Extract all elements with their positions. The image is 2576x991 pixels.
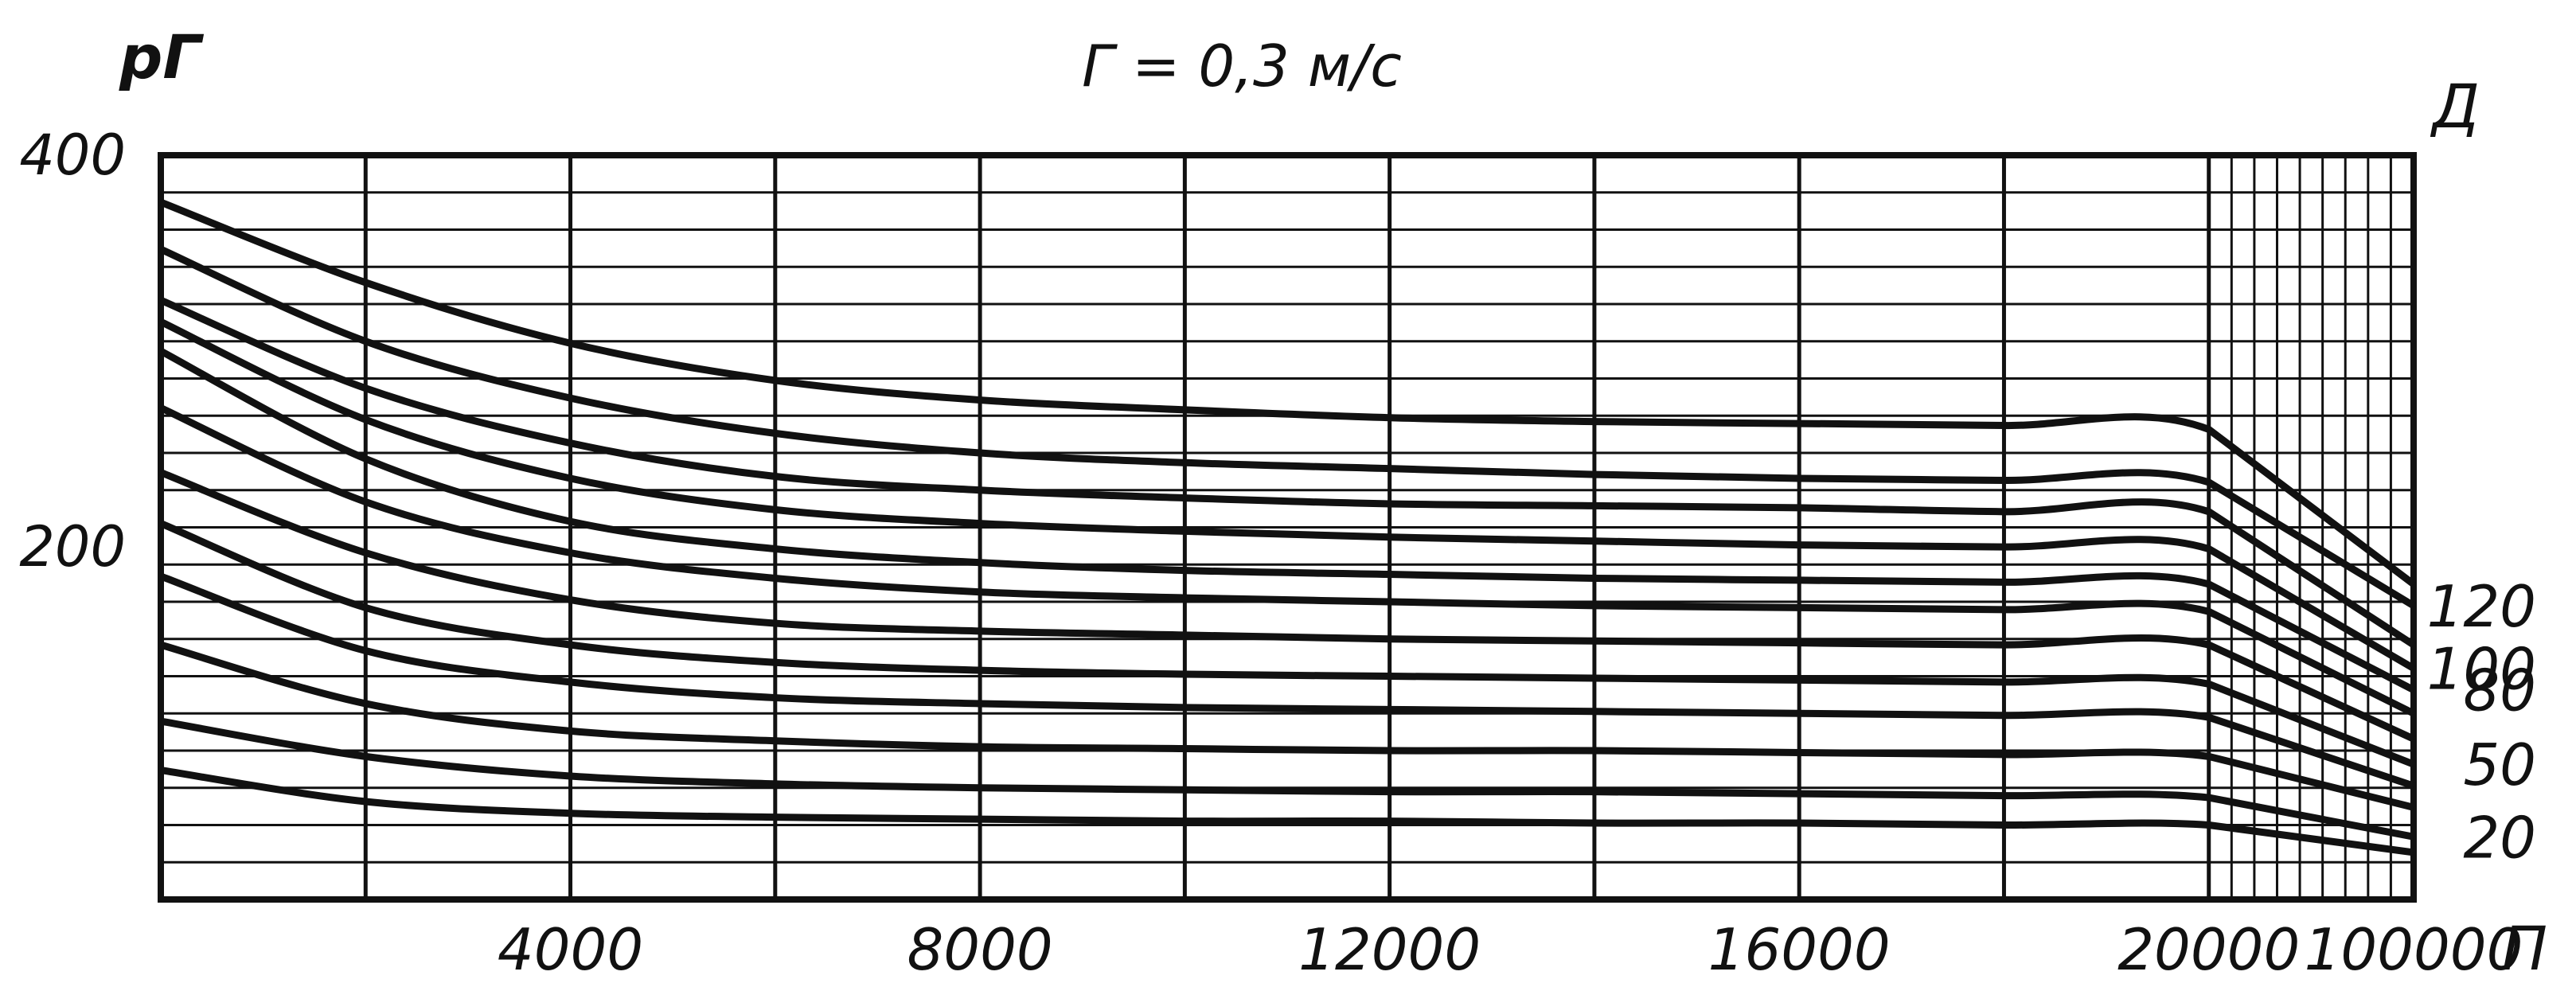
series-line (159, 246, 2416, 609)
series-line (158, 348, 2416, 693)
series-line (159, 520, 2415, 768)
series-label: 80 (2463, 657, 2536, 724)
series-label: 20 (2463, 804, 2536, 871)
x-axis-label: П (2502, 913, 2547, 984)
series-label: 100 (2427, 636, 2536, 703)
x-tick-label: 8000 (907, 916, 1052, 983)
series-line (159, 318, 2416, 672)
x-tick-label: 16000 (1708, 916, 1891, 983)
series-line (160, 717, 2414, 841)
series-label: 120 (2427, 573, 2536, 640)
series-line (159, 641, 2415, 811)
chart-title: Г = 0,3 м/с (1082, 33, 1402, 99)
series-line (159, 198, 2416, 587)
series-axis-label: Д (2430, 71, 2480, 142)
x-tick-label: 20000 (2117, 916, 2300, 983)
series-line (159, 469, 2415, 743)
x-tick-label: 100000 (2305, 916, 2523, 983)
series-line (159, 404, 2416, 717)
y-tick-label: 200 (19, 514, 126, 579)
horizontal-gridlines (161, 191, 2414, 864)
x-tick-label: 12000 (1298, 916, 1481, 983)
series-curves (158, 198, 2416, 856)
x-tick-label: 4000 (498, 916, 643, 983)
series-line (159, 296, 2416, 648)
series-line (159, 572, 2415, 790)
y-tick-labels: 400 200 (19, 123, 126, 579)
series-line (160, 767, 2414, 856)
y-axis-label: рГ (119, 21, 204, 92)
y-tick-label: 400 (19, 123, 126, 188)
plot-frame (158, 152, 2417, 903)
vertical-gridlines (363, 155, 2392, 899)
x-tick-labels: 4000 8000 12000 16000 20000 100000 (498, 916, 2523, 983)
series-label: 50 (2463, 732, 2536, 798)
